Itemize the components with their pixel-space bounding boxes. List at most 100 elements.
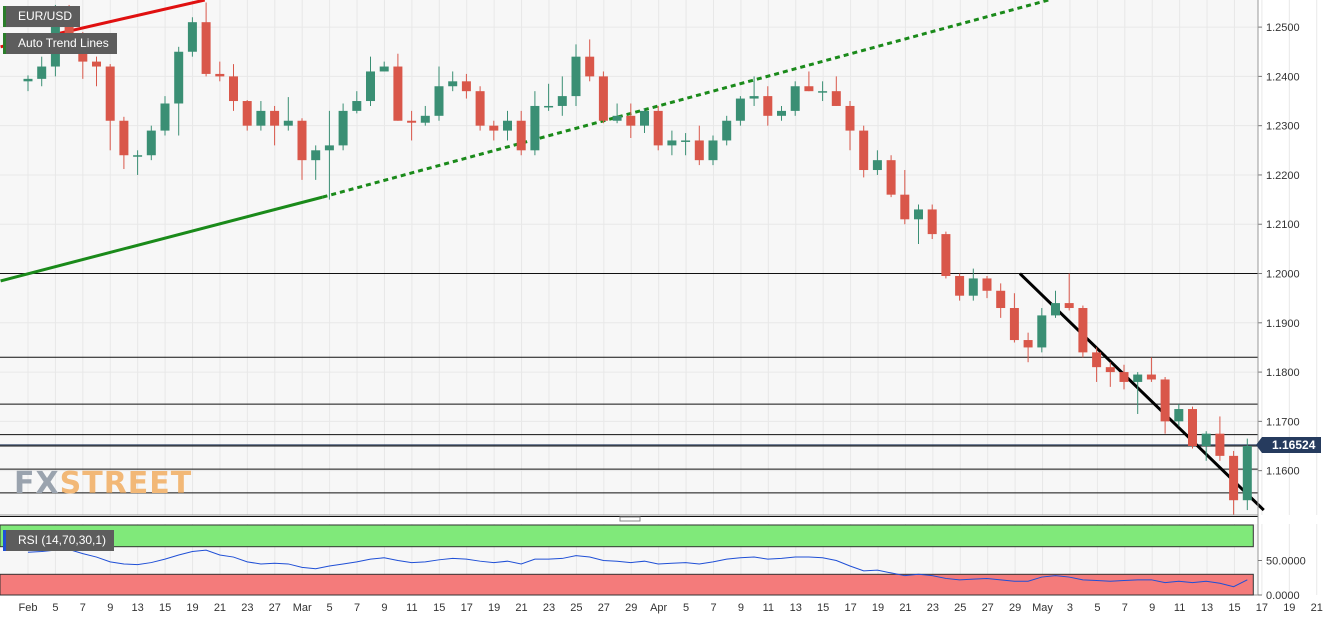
- x-tick-label: Mar: [293, 602, 312, 614]
- x-tick-label: 3: [1067, 602, 1073, 614]
- fxstreet-watermark: FXSTREET: [14, 466, 192, 501]
- x-tick-label: 19: [186, 602, 198, 614]
- price-plot-area: [0, 0, 1258, 515]
- candle-down: [598, 76, 608, 121]
- x-tick-label: 9: [738, 602, 744, 614]
- y-tick-label: 1.2200: [1266, 170, 1300, 182]
- candle-up: [133, 155, 143, 157]
- x-tick-label: 5: [1094, 602, 1100, 614]
- x-tick-label: 9: [107, 602, 113, 614]
- candle-up: [612, 115, 622, 121]
- x-tick-label: 5: [327, 602, 333, 614]
- x-tick-label: 29: [625, 602, 637, 614]
- candle-up: [352, 101, 362, 111]
- x-tick-label: 7: [80, 602, 86, 614]
- candle-up: [914, 209, 923, 220]
- candle-up: [1037, 315, 1047, 348]
- y-tick-label: 1.1700: [1266, 416, 1300, 428]
- candle-up: [749, 96, 759, 99]
- x-tick-label: 29: [1009, 602, 1021, 614]
- rsi-tick-label: 0.0000: [1266, 590, 1300, 602]
- candle-down: [626, 115, 636, 126]
- x-tick-label: 9: [1149, 602, 1155, 614]
- x-tick-label: 21: [515, 602, 527, 614]
- candle-down: [297, 120, 307, 161]
- rsi-tag[interactable]: RSI (14,70,30,1): [3, 530, 115, 551]
- candle-up: [311, 150, 321, 161]
- x-tick-label: 13: [1201, 602, 1213, 614]
- y-tick-label: 1.2000: [1266, 269, 1300, 281]
- x-tick-label: 17: [1256, 602, 1268, 614]
- candle-up: [256, 110, 266, 126]
- x-tick-label: 21: [899, 602, 911, 614]
- candle-up: [434, 86, 444, 116]
- candle-up: [1242, 446, 1252, 501]
- candle-up: [667, 140, 677, 146]
- candle-up: [283, 120, 293, 126]
- x-tick-label: 15: [159, 602, 171, 614]
- candle-down: [1146, 374, 1156, 380]
- candle-down: [1078, 308, 1088, 353]
- x-tick-label: 11: [406, 602, 417, 614]
- candle-up: [146, 130, 156, 156]
- x-tick-label: 25: [570, 602, 582, 614]
- x-tick-label: 19: [488, 602, 500, 614]
- indicator-tag[interactable]: Auto Trend Lines: [3, 33, 117, 54]
- y-tick-label: 1.1600: [1266, 466, 1300, 478]
- candle-down: [1188, 409, 1197, 447]
- candle-down: [996, 290, 1006, 309]
- x-tick-label: 13: [790, 602, 802, 614]
- x-tick-label: 7: [354, 602, 360, 614]
- x-tick-label: Feb: [19, 602, 38, 614]
- y-tick-label: 1.1900: [1266, 318, 1300, 330]
- candle-up: [722, 120, 732, 141]
- x-tick-label: 5: [52, 602, 58, 614]
- x-tick-label: 25: [954, 602, 966, 614]
- rsi-overbought-zone: [0, 524, 1254, 548]
- x-tick-label: 15: [433, 602, 445, 614]
- candle-down: [242, 101, 252, 126]
- candle-down: [393, 66, 403, 121]
- candle-down: [1023, 340, 1033, 348]
- candle-down: [585, 56, 595, 77]
- candle-up: [557, 96, 567, 106]
- candle-down: [229, 76, 238, 102]
- candle-up: [338, 110, 348, 146]
- candle-down: [489, 125, 499, 131]
- candle-down: [763, 96, 773, 116]
- y-tick-label: 1.2500: [1266, 22, 1300, 34]
- candle-up: [777, 110, 786, 116]
- candle-down: [119, 120, 129, 156]
- x-tick-label: 27: [269, 602, 281, 614]
- candle-up: [366, 71, 375, 102]
- x-tick-label: Apr: [650, 602, 667, 614]
- candle-down: [475, 91, 485, 126]
- candle-up: [420, 115, 430, 123]
- candle-up: [174, 51, 184, 104]
- x-tick-label: 7: [710, 602, 716, 614]
- candle-up: [735, 98, 745, 121]
- candle-down: [831, 91, 841, 106]
- y-tick-label: 1.2400: [1266, 71, 1300, 83]
- candle-up: [708, 140, 718, 161]
- symbol-tag[interactable]: EUR/USD: [3, 6, 81, 27]
- trend-line-downtrend: [1018, 272, 1265, 512]
- last-price-tag: 1.16524: [1255, 437, 1322, 453]
- candle-down: [92, 61, 101, 67]
- x-tick-label: 17: [844, 602, 856, 614]
- x-tick-label: 27: [982, 602, 994, 614]
- pane-resize-handle: [619, 516, 641, 522]
- x-tick-label: 23: [241, 602, 253, 614]
- x-tick-label: 21: [214, 602, 226, 614]
- x-tick-label: 15: [1228, 602, 1240, 614]
- candle-down: [927, 209, 937, 235]
- candle-up: [379, 66, 389, 72]
- rsi-oversold-zone: [0, 573, 1254, 596]
- candle-up: [968, 278, 978, 296]
- candle-up: [187, 22, 197, 52]
- candle-down: [215, 73, 225, 77]
- candle-up: [324, 145, 334, 151]
- candle-down: [1215, 433, 1225, 456]
